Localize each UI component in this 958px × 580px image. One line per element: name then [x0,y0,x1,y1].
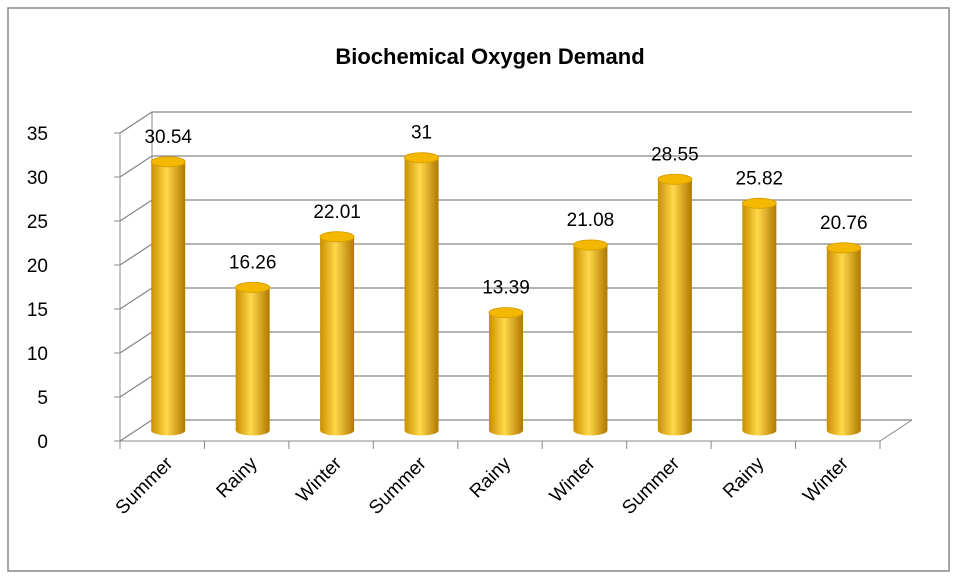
bar-base [742,425,777,436]
y-tick-label: 5 [37,388,48,409]
bar-body [404,157,439,431]
bar-base [320,425,355,436]
chart-title: Biochemical Oxygen Demand [335,44,644,69]
bar-base [657,425,692,436]
bar-base [235,425,270,436]
bar [404,152,440,436]
bar-top [826,242,862,254]
bar [657,173,693,436]
value-label: 13.39 [482,278,530,299]
bar-base [404,425,439,436]
bar [319,231,355,436]
bar [488,307,524,436]
bar-top [572,239,608,251]
y-tick-label: 25 [27,212,48,233]
bar-body [742,203,777,431]
y-tick-label: 35 [27,124,48,145]
bar-body [826,247,861,431]
bar-base [826,425,861,436]
bar [235,281,271,436]
bar [150,156,186,436]
y-tick-label: 30 [27,168,48,189]
bar-body [657,179,692,431]
bar-top [150,156,186,168]
bar-body [320,236,355,431]
bar-body [151,161,186,431]
bar-top [657,173,693,185]
bar-body [573,244,608,431]
bar [572,239,608,436]
value-label: 31 [411,123,432,144]
value-label: 25.82 [736,168,784,189]
bar-top [488,307,524,319]
bar-base [489,425,523,436]
y-tick-label: 20 [27,256,48,277]
y-tick-label: 0 [37,432,48,453]
y-tick-label: 10 [27,344,48,365]
bar-base [573,425,608,436]
bar-body [235,287,270,431]
value-label: 30.54 [144,127,192,148]
bar [741,197,777,436]
value-label: 28.55 [651,144,699,165]
value-label: 20.76 [820,213,868,234]
bar-top [741,197,777,209]
bar-top [404,152,440,164]
bar-body [489,312,523,431]
bar-base [151,425,186,436]
bar [826,242,862,436]
value-label: 22.01 [313,202,361,223]
bar-top [235,281,271,293]
value-label: 16.26 [229,252,277,273]
bar-top [319,231,355,243]
value-label: 21.08 [567,210,615,231]
y-tick-label: 15 [27,300,48,321]
